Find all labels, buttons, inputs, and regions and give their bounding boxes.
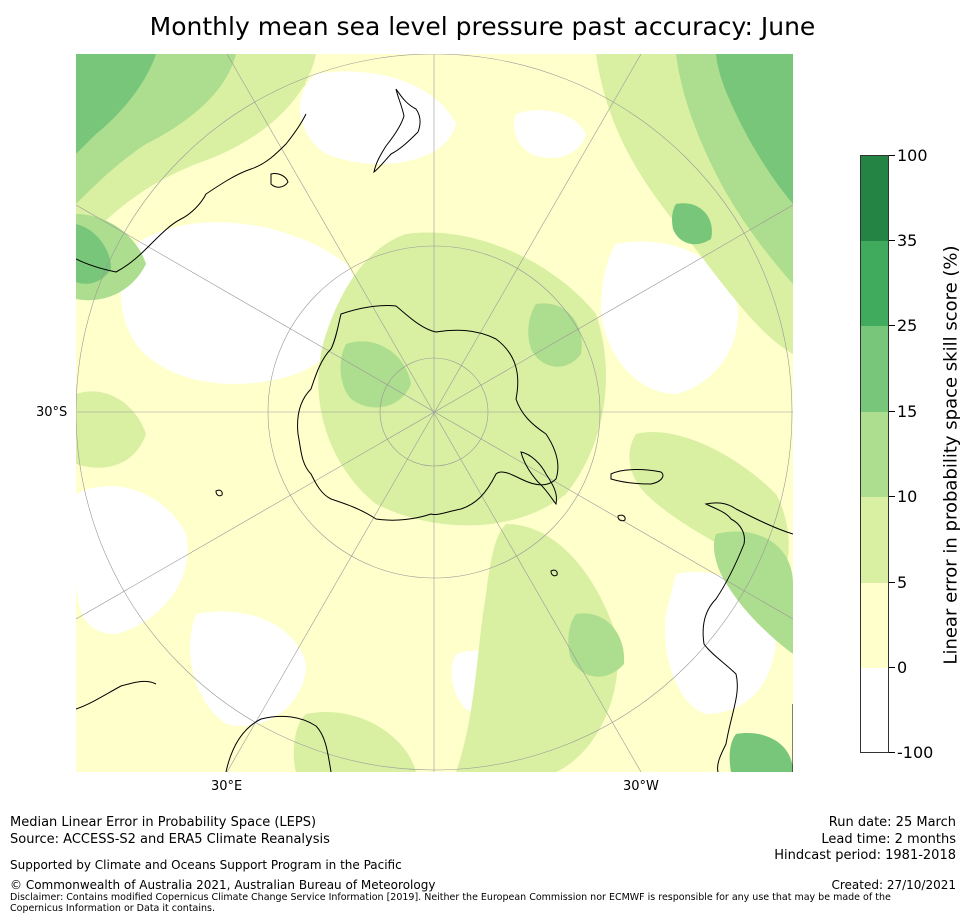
tasmania-outline (270, 173, 289, 188)
footer-source: Source: ACCESS-S2 and ERA5 Climate Reana… (10, 832, 330, 847)
footer-copyright: © Commonwealth of Australia 2021, Austra… (10, 878, 436, 892)
run-date: Run date: 25 March (828, 815, 956, 830)
colorbar-tick (889, 496, 895, 497)
skill-15-25-regions (76, 54, 793, 772)
island-bouvet (550, 569, 558, 577)
footer-supported: Supported by Climate and Oceans Support … (10, 858, 402, 872)
footer-method: Median Linear Error in Probability Space… (10, 815, 317, 830)
map-title: Monthly mean sea level pressure past acc… (149, 12, 816, 41)
colorbar-level-15-25 (861, 326, 888, 412)
new-zealand-outline (373, 88, 421, 174)
hindcast-period: Hindcast period: 1981-2018 (774, 848, 956, 863)
polar-skill-map (76, 54, 793, 772)
lead-time: Lead time: 2 months (821, 832, 956, 847)
antarctic-peninsula (520, 451, 557, 506)
colorbar-tick (889, 155, 895, 156)
island-marion (215, 489, 223, 497)
colorbar-tick-label: 25 (897, 316, 918, 335)
colorbar-tick (889, 582, 895, 583)
antarctica-outline (297, 305, 559, 521)
coastlines (76, 88, 793, 772)
southern-africa-outline (76, 680, 332, 772)
colorbar-title: Linear error in probability space skill … (940, 245, 962, 665)
colorbar-tick-label: 15 (897, 402, 918, 421)
created-date: Created: 27/10/2021 (831, 878, 956, 892)
colorbar-level-5-10 (861, 497, 888, 583)
colorbar-tick (889, 240, 895, 241)
colorbar-level-10-15 (861, 412, 888, 497)
colorbar-level-neg100-0 (861, 668, 888, 752)
colorbar-tick-label: 100 (897, 146, 928, 165)
colorbar-level-25-35 (861, 241, 888, 326)
footer-disclaimer: Disclaimer: Contains modified Copernicus… (10, 892, 891, 914)
colorbar-level-0-5 (861, 583, 888, 668)
australia-outline (76, 113, 307, 273)
falkland-islands (610, 469, 664, 485)
lat-label-30s: 30°S (36, 405, 68, 420)
colorbar-tick (889, 667, 895, 668)
colorbar-tick (889, 325, 895, 326)
colorbar-tick-label: -100 (897, 743, 934, 762)
colorbar-tick-label: 35 (897, 231, 918, 250)
lon-label-30w: 30°W (623, 779, 659, 794)
lon-label-30e: 30°E (211, 779, 243, 794)
colorbar-tick-label: 10 (897, 487, 918, 506)
south-america-outline (702, 502, 793, 772)
colorbar-tick (889, 411, 895, 412)
colorbar (860, 155, 889, 753)
colorbar-tick (889, 752, 895, 753)
map-canvas (76, 54, 793, 772)
colorbar-level-35-100 (861, 156, 888, 241)
colorbar-tick-label: 5 (897, 573, 908, 592)
island-south-georgia (617, 514, 626, 522)
graticule (76, 54, 793, 772)
colorbar-tick-label: 0 (897, 658, 908, 677)
